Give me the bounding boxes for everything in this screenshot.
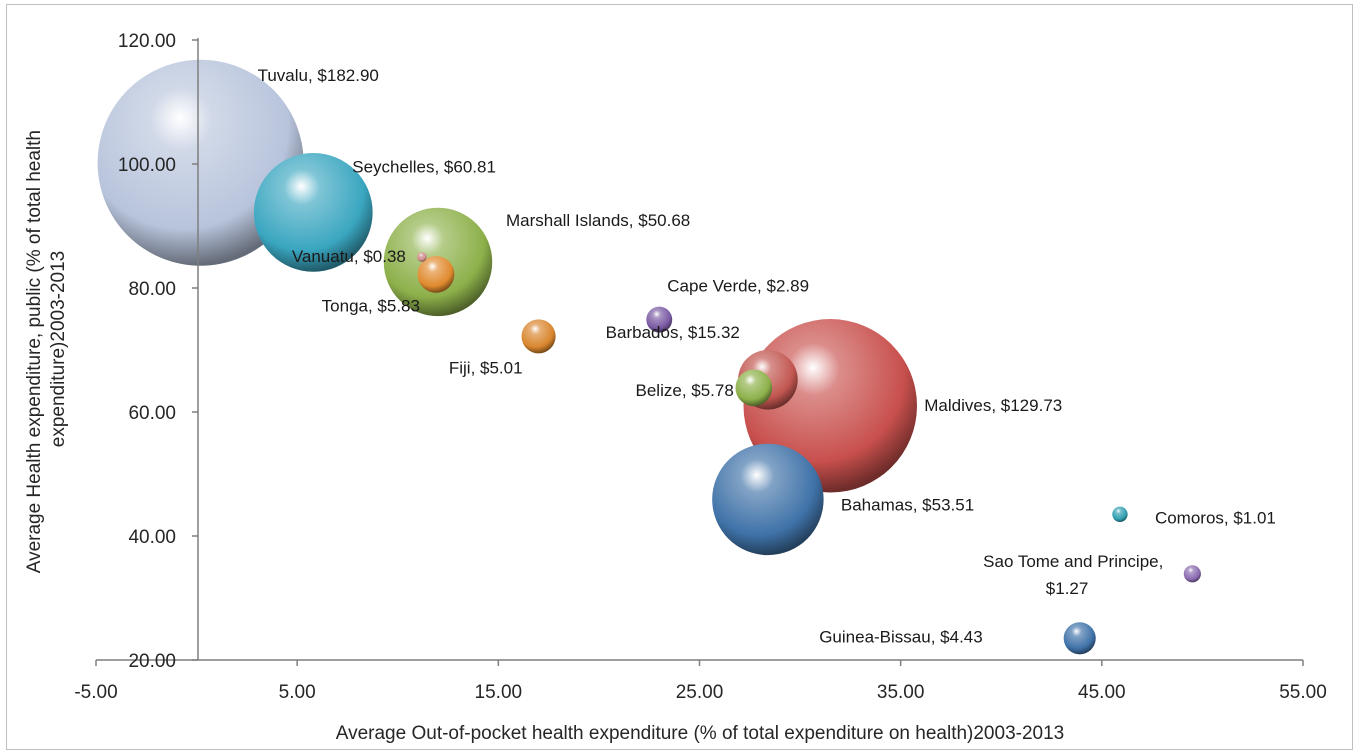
bubble-sao-tome-and-principe (1183, 565, 1201, 583)
data-label-maldives: Maldives, $129.73 (924, 396, 1062, 415)
y-tick-label: 120.00 (118, 31, 176, 52)
data-label-vanuatu: Vanuatu, $0.38 (292, 247, 406, 266)
x-tick-label: 5.00 (279, 682, 316, 703)
data-label-belize: Belize, $5.78 (636, 381, 734, 400)
data-label-bahamas: Bahamas, $53.51 (841, 495, 974, 514)
y-tick-label: 20.00 (128, 651, 176, 672)
bubble-fiji (521, 319, 556, 354)
data-label-sao-tome-and-principe-line2: $1.27 (1046, 579, 1089, 598)
data-label-tuvalu: Tuvalu, $182.90 (258, 66, 379, 85)
data-label-seychelles: Seychelles, $60.81 (352, 157, 496, 176)
y-tick-label: 40.00 (128, 527, 176, 548)
bubble-tuvalu (97, 59, 304, 266)
data-labels-layer: Tuvalu, $182.90 Seychelles, $60.81 Marshal… (258, 66, 1276, 647)
data-label-sao-tome-and-principe: Sao Tome and Principe, (983, 552, 1163, 571)
y-tick-label: 100.00 (118, 155, 176, 176)
x-tick-label: 45.00 (1078, 682, 1126, 703)
ticks-layer: -5.00 5.00 15.00 25.00 35.00 45.00 55.00 20.00 4… (74, 31, 1326, 703)
bubble-guinea-bissau (1063, 622, 1096, 655)
y-axis-title-line1: Average Health expenditure, public (% of… (24, 130, 45, 573)
bubbles-layer (97, 59, 1201, 655)
bubble-bahamas (712, 443, 824, 556)
x-tick-label: 55.00 (1279, 682, 1327, 703)
x-tick-label: 35.00 (877, 682, 925, 703)
bubble-seychelles (253, 152, 373, 272)
data-label-marshall-islands: Marshall Islands, $50.68 (506, 211, 690, 230)
data-label-barbados: Barbados, $15.32 (606, 323, 740, 342)
bubble-cape-verde (646, 306, 673, 333)
data-label-cape-verde: Cape Verde, $2.89 (667, 277, 809, 296)
x-tick-label: -5.00 (74, 682, 117, 703)
y-tick-label: 60.00 (128, 403, 176, 424)
bubble-vanuatu (417, 252, 427, 262)
data-label-tonga: Tonga, $5.83 (322, 296, 420, 315)
data-label-guinea-bissau: Guinea-Bissau, $4.43 (819, 627, 983, 646)
bubble-comoros (1112, 506, 1128, 522)
y-axis-title-line2: expenditure)2003-2013 (48, 251, 69, 448)
y-axis-title: Average Health expenditure, public (% of… (24, 125, 69, 574)
x-tick-label: 25.00 (676, 682, 724, 703)
data-label-comoros: Comoros, $1.01 (1155, 508, 1276, 527)
x-tick-label: 15.00 (475, 682, 523, 703)
bubble-tonga (417, 255, 455, 293)
bubble-belize (735, 369, 773, 407)
data-label-fiji: Fiji, $5.01 (449, 358, 523, 377)
y-tick-label: 80.00 (128, 279, 176, 300)
x-axis-title: Average Out-of-pocket health expenditure… (336, 723, 1064, 744)
